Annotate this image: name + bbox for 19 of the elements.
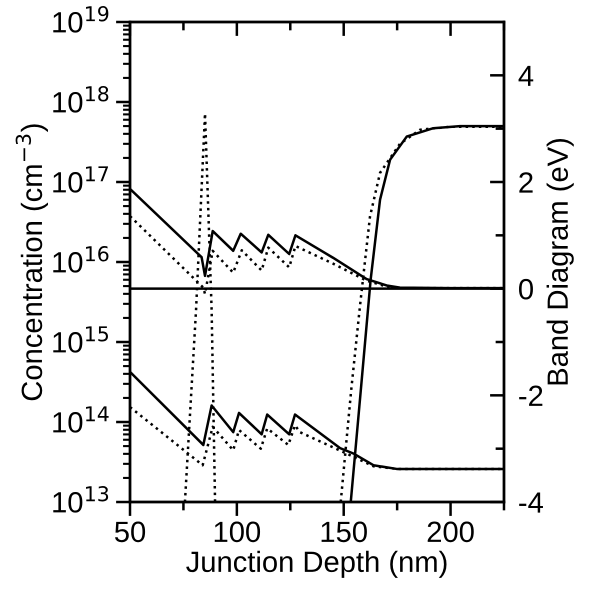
x-tick-label: 150	[322, 522, 367, 542]
y-tick-label: 10$^{17}$	[53, 166, 108, 193]
y-tick-label: 10$^{18}$	[53, 86, 108, 113]
y-tick-label: 10$^{19}$	[53, 6, 108, 33]
y-tick-label: 10$^{14}$	[53, 406, 109, 433]
y-tick-label: 10$^{15}$	[53, 326, 108, 353]
y2-tick-label: -4	[519, 492, 543, 513]
y2-axis-title: Band Diagram (eV)	[546, 138, 574, 384]
y2-tick-label: 4	[518, 66, 534, 86]
y2-tick-label: 2	[519, 172, 533, 193]
x-tick-label: 200	[428, 522, 474, 542]
x-axis-title: Junction Depth (nm)	[186, 550, 447, 578]
y2-tick-label: -2	[519, 386, 542, 406]
x-tick-label: 50	[114, 522, 146, 542]
x-tick-label: 100	[214, 522, 260, 542]
y-tick-label: 10$^{16}$	[53, 246, 108, 273]
y-tick-label: 10$^{13}$	[53, 486, 108, 513]
y-axis-title: Concentration (cm$^{−3}$)	[16, 124, 48, 400]
y2-tick-label: 0	[519, 278, 533, 300]
